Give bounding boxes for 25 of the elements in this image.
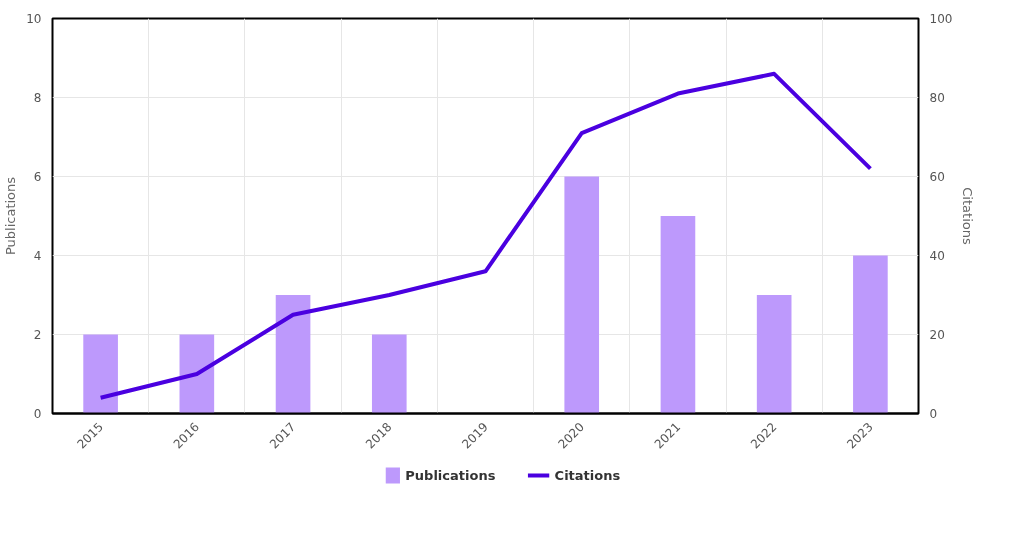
- y2-tick-label: 60: [929, 170, 945, 184]
- bar: [83, 334, 118, 414]
- legend-label: Citations: [554, 468, 621, 483]
- bar: [756, 295, 792, 414]
- y2-tick-label: 20: [929, 328, 945, 342]
- y2-tick-label: 40: [929, 249, 945, 263]
- y-tick-label: 8: [33, 91, 42, 105]
- y2-axis-title: Citations: [960, 187, 976, 245]
- y-tick-label: 2: [33, 328, 42, 342]
- y-tick-label: 4: [33, 249, 42, 263]
- bar: [179, 334, 215, 414]
- bar: [371, 334, 407, 414]
- y-axis-title: Publications: [3, 176, 19, 256]
- legend-label: Publications: [405, 468, 496, 483]
- line-series: [98, 71, 873, 400]
- y2-tick-label: 100: [929, 12, 953, 26]
- y2-tick-label: 0: [929, 407, 938, 421]
- y-tick-label: 0: [33, 407, 42, 421]
- bar: [564, 176, 600, 414]
- y-tick-label: 6: [33, 170, 42, 184]
- bar: [275, 295, 311, 414]
- bar: [853, 255, 888, 414]
- bar: [660, 216, 696, 414]
- y-tick-label: 10: [26, 12, 42, 26]
- y2-tick-label: 80: [929, 91, 945, 105]
